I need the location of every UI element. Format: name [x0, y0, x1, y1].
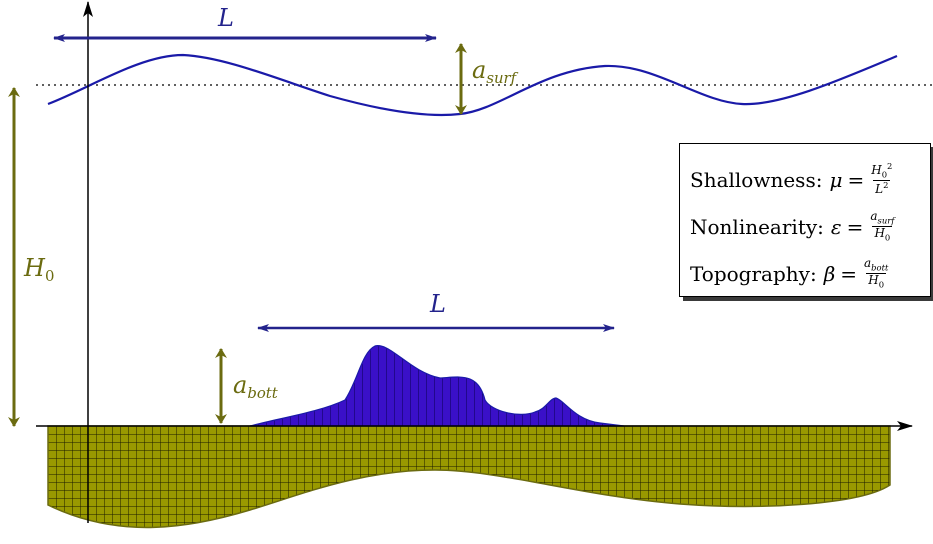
- seabed: [47, 425, 891, 529]
- bottom-length-label: L: [430, 290, 446, 318]
- nonlinearity-fraction: asurf H0: [870, 208, 895, 243]
- topography-fraction: abott H0: [864, 255, 889, 290]
- nonlinearity-row: Nonlinearity: ε = asurf H0: [690, 203, 930, 250]
- parameters-box: Shallowness: μ = H02 L2 Nonlinearity: ε …: [679, 143, 931, 297]
- surface-amplitude-label: asurf: [472, 56, 517, 88]
- topography-symbol: β: [823, 261, 836, 286]
- shallowness-row: Shallowness: μ = H02 L2: [690, 156, 930, 203]
- equals-sign: =: [840, 261, 858, 286]
- bottom-amplitude-label: abott: [233, 371, 278, 403]
- equals-sign: =: [847, 167, 865, 192]
- nonlinearity-name: Nonlinearity:: [690, 214, 824, 239]
- depth-label: H0: [24, 254, 55, 286]
- topography-row: Topography: β = abott H0: [690, 250, 930, 297]
- nonlinearity-symbol: ε: [830, 214, 842, 239]
- bottom-bump: [249, 345, 625, 427]
- topography-name: Topography:: [690, 261, 817, 286]
- shallowness-fraction: H02 L2: [871, 161, 893, 197]
- shallowness-symbol: μ: [829, 167, 843, 192]
- shallowness-name: Shallowness:: [690, 167, 823, 192]
- equals-sign: =: [846, 214, 864, 239]
- top-length-label: L: [218, 4, 234, 32]
